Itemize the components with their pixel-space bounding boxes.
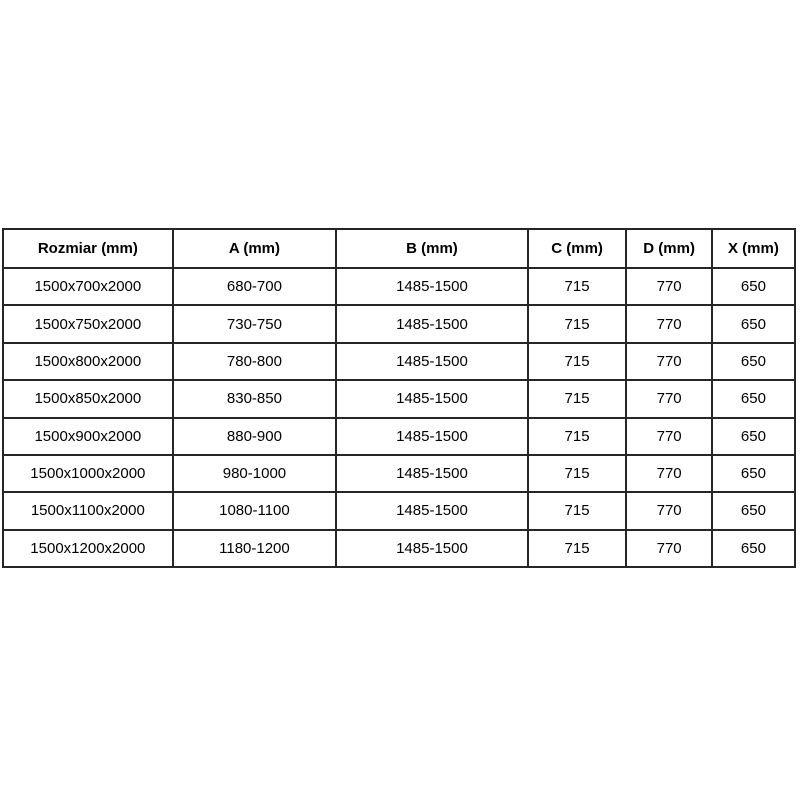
- table-cell: 715: [526, 379, 628, 419]
- table-cell: 1500x700x2000: [2, 266, 174, 307]
- size-table: Rozmiar (mm) A (mm) B (mm) C (mm) D (mm) X (m…: [2, 228, 797, 569]
- table-cell: 1080-1100: [171, 491, 338, 531]
- header-row: Rozmiar (mm) A (mm) B (mm) C (mm) D (mm) X (m…: [2, 228, 797, 269]
- table-cell: 650: [710, 491, 797, 531]
- table-cell: 1500x900x2000: [2, 416, 174, 456]
- table-cell: 680-700: [171, 266, 338, 307]
- table-row: 1500x1200x2000 1180-1200 1485-1500 715 770 65…: [2, 528, 797, 569]
- table-row: 1500x1000x2000 980-1000 1485-1500 715 770 650: [2, 453, 797, 494]
- table-row: 1500x850x2000 830-850 1485-1500 715 770 650: [2, 379, 797, 419]
- table-row: 1500x750x2000 730-750 1485-1500 715 770 650: [2, 304, 797, 344]
- table-cell: 770: [625, 341, 713, 382]
- table-cell: 1500x850x2000: [2, 379, 174, 419]
- column-header: D (mm): [625, 228, 713, 269]
- table-cell: 715: [526, 304, 628, 344]
- table-cell: 1500x1200x2000: [2, 528, 174, 569]
- table-cell: 1485-1500: [335, 341, 529, 382]
- table-cell: 730-750: [171, 304, 338, 344]
- table-cell: 650: [710, 453, 797, 494]
- table-cell: 715: [526, 266, 628, 307]
- table-cell: 715: [526, 491, 628, 531]
- column-header: B (mm): [335, 228, 529, 269]
- column-header: C (mm): [526, 228, 628, 269]
- table-cell: 770: [625, 528, 713, 569]
- table-cell: 1485-1500: [335, 416, 529, 456]
- table-cell: 830-850: [171, 379, 338, 419]
- table-cell: 650: [710, 528, 797, 569]
- table-cell: 650: [710, 341, 797, 382]
- table-body: 1500x700x2000 680-700 1485-1500 715 770 650 15…: [2, 266, 797, 569]
- table-cell: 770: [625, 416, 713, 456]
- table-cell: 1500x1000x2000: [2, 453, 174, 494]
- table-cell: 1485-1500: [335, 453, 529, 494]
- table-cell: 780-800: [171, 341, 338, 382]
- table-cell: 1500x800x2000: [2, 341, 174, 382]
- table-cell: 650: [710, 304, 797, 344]
- table-cell: 770: [625, 304, 713, 344]
- table-row: 1500x900x2000 880-900 1485-1500 715 770 650: [2, 416, 797, 456]
- table-cell: 770: [625, 453, 713, 494]
- column-header: A (mm): [171, 228, 338, 269]
- table-cell: 1180-1200: [171, 528, 338, 569]
- table-cell: 1500x1100x2000: [2, 491, 174, 531]
- table-cell: 980-1000: [171, 453, 338, 494]
- table-cell: 770: [625, 266, 713, 307]
- table-cell: 650: [710, 379, 797, 419]
- table-cell: 715: [526, 341, 628, 382]
- table-cell: 715: [526, 528, 628, 569]
- table-cell: 1485-1500: [335, 266, 529, 307]
- column-header: X (mm): [710, 228, 797, 269]
- table-cell: 650: [710, 416, 797, 456]
- table-cell: 770: [625, 379, 713, 419]
- table-cell: 1485-1500: [335, 379, 529, 419]
- table-cell: 770: [625, 491, 713, 531]
- table-cell: 650: [710, 266, 797, 307]
- table-cell: 715: [526, 453, 628, 494]
- table-row: 1500x700x2000 680-700 1485-1500 715 770 650: [2, 266, 797, 307]
- column-header: Rozmiar (mm): [2, 228, 174, 269]
- table-cell: 1485-1500: [335, 528, 529, 569]
- table-cell: 715: [526, 416, 628, 456]
- table-cell: 1500x750x2000: [2, 304, 174, 344]
- table-row: 1500x800x2000 780-800 1485-1500 715 770 650: [2, 341, 797, 382]
- table-row: 1500x1100x2000 1080-1100 1485-1500 715 770 65…: [2, 491, 797, 531]
- table-cell: 880-900: [171, 416, 338, 456]
- table-cell: 1485-1500: [335, 304, 529, 344]
- table-cell: 1485-1500: [335, 491, 529, 531]
